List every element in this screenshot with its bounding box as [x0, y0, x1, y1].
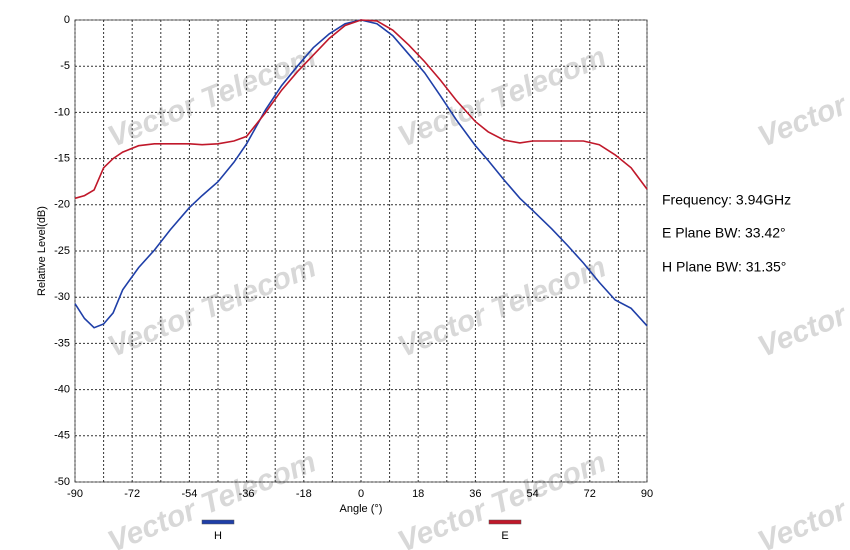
x-tick-label: 90	[641, 488, 653, 500]
y-tick-label: -30	[54, 291, 70, 303]
x-tick-label: -54	[181, 488, 197, 500]
watermark: Vector Telecom	[103, 40, 320, 153]
y-tick-label: -10	[54, 106, 70, 118]
grid: 0 -5 -10 -15 -20 -25 -30 -35 -40 -45 -50-90 -72 -54 -…	[54, 14, 653, 500]
x-tick-label: 18	[412, 488, 424, 500]
x-tick-label: 72	[584, 488, 596, 500]
x-tick-label: -36	[239, 488, 255, 500]
legend-label: E	[501, 530, 508, 542]
watermark: Vector Telecom	[753, 445, 850, 550]
annotation: E Plane BW: 33.42°	[662, 225, 786, 241]
legend-swatch	[201, 519, 235, 525]
x-tick-label: -90	[67, 488, 83, 500]
lines	[74, 19, 648, 329]
annotation: H Plane BW: 31.35°	[662, 259, 786, 275]
watermark: Vector Telecom	[753, 40, 850, 153]
y-tick-label: -35	[54, 337, 70, 349]
x-tick-label: -72	[124, 488, 140, 500]
y-tick-label: -40	[54, 384, 70, 396]
watermark: Vector Telecom	[103, 250, 320, 363]
y-axis-label: Relative Level(dB)	[36, 206, 48, 296]
x-tick-label: -18	[296, 488, 312, 500]
y-tick-label: -5	[60, 60, 70, 72]
legend-swatch	[488, 519, 522, 525]
legend-label: H	[214, 530, 222, 542]
y-tick-label: -15	[54, 153, 70, 165]
series-line	[74, 19, 648, 329]
annotation: Frequency: 3.94GHz	[662, 192, 791, 208]
y-tick-label: -50	[54, 476, 70, 488]
watermark: Vector Telecom	[393, 250, 610, 363]
y-tick-label: 0	[64, 14, 70, 26]
x-tick-label: 0	[358, 488, 364, 500]
x-tick-label: 36	[469, 488, 481, 500]
y-tick-label: -20	[54, 199, 70, 211]
y-tick-label: -25	[54, 245, 70, 257]
watermarks: Vector Telecom Vector Telecom Vector Telec…	[103, 40, 850, 550]
watermark: Vector Telecom	[393, 40, 610, 153]
x-tick-label: 54	[526, 488, 538, 500]
x-axis-label: Angle (°)	[340, 503, 383, 515]
series-line	[74, 19, 648, 200]
y-tick-label: -45	[54, 430, 70, 442]
